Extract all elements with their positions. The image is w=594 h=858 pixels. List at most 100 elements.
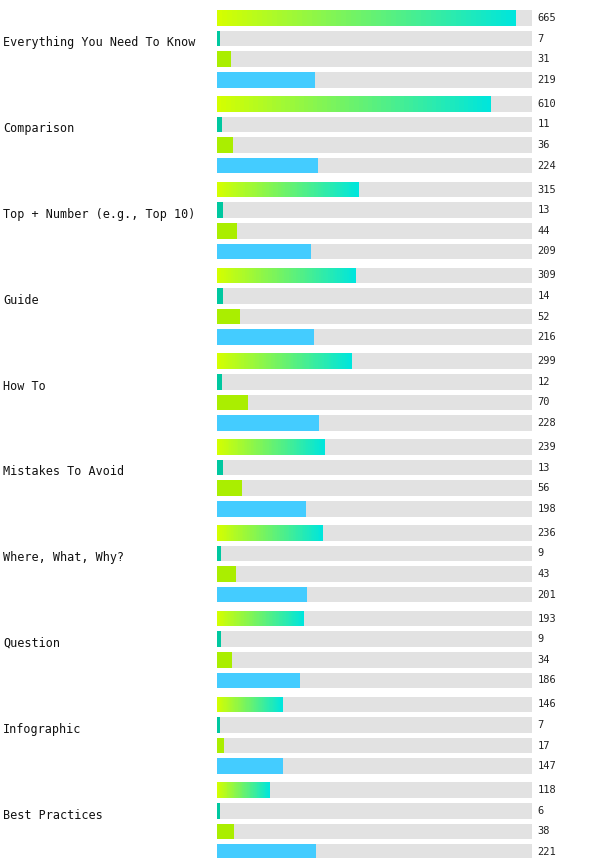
Bar	[220, 525, 222, 541]
Bar	[340, 353, 343, 369]
Bar	[217, 309, 240, 324]
Bar	[422, 96, 428, 112]
Text: 198: 198	[538, 504, 557, 514]
Bar	[248, 182, 250, 197]
Bar	[274, 697, 275, 712]
Text: 44: 44	[538, 226, 550, 236]
Bar	[411, 10, 416, 26]
Bar	[243, 697, 245, 712]
Bar	[254, 697, 255, 712]
Bar	[217, 117, 222, 132]
Bar	[466, 10, 471, 26]
Bar	[316, 525, 318, 541]
Text: 146: 146	[538, 699, 557, 710]
Bar	[277, 697, 279, 712]
Bar	[228, 697, 229, 712]
Bar	[308, 96, 313, 112]
Bar	[233, 182, 236, 197]
Bar	[217, 803, 532, 819]
Bar	[235, 268, 238, 283]
Bar	[300, 353, 302, 369]
Bar	[266, 525, 268, 541]
Bar	[222, 697, 224, 712]
Bar	[217, 96, 222, 112]
Bar	[287, 439, 289, 455]
Bar	[302, 182, 305, 197]
Bar	[262, 10, 267, 26]
Bar	[217, 631, 221, 647]
Bar	[271, 96, 277, 112]
Bar	[381, 10, 387, 26]
Bar	[228, 525, 229, 541]
Bar	[226, 96, 231, 112]
Bar	[223, 611, 225, 626]
Bar	[217, 10, 532, 26]
Bar	[236, 697, 238, 712]
Bar	[271, 353, 273, 369]
Bar	[235, 782, 236, 798]
Bar	[293, 353, 296, 369]
Bar	[257, 353, 260, 369]
Bar	[230, 96, 235, 112]
Bar	[254, 525, 256, 541]
Text: 201: 201	[538, 589, 557, 600]
Bar	[220, 697, 222, 712]
Bar	[323, 268, 326, 283]
Text: Comparison: Comparison	[3, 122, 74, 136]
Text: Guide: Guide	[3, 293, 39, 307]
Bar	[296, 10, 302, 26]
Bar	[340, 96, 345, 112]
Bar	[238, 697, 239, 712]
Bar	[217, 525, 219, 541]
Bar	[229, 782, 230, 798]
Bar	[217, 782, 218, 798]
Bar	[258, 697, 260, 712]
Bar	[251, 782, 252, 798]
Bar	[217, 525, 532, 541]
Bar	[335, 268, 337, 283]
Bar	[342, 353, 345, 369]
Bar	[286, 268, 289, 283]
Bar	[261, 525, 263, 541]
Text: 56: 56	[538, 483, 550, 493]
Bar	[456, 10, 462, 26]
Bar	[217, 824, 532, 839]
Bar	[342, 182, 345, 197]
Bar	[250, 611, 252, 626]
Bar	[248, 353, 251, 369]
Bar	[345, 353, 347, 369]
Bar	[257, 182, 260, 197]
Bar	[290, 96, 295, 112]
Bar	[406, 10, 412, 26]
Bar	[436, 10, 441, 26]
Bar	[307, 182, 309, 197]
Bar	[217, 501, 532, 517]
Bar	[231, 782, 232, 798]
Bar	[317, 96, 323, 112]
Bar	[232, 697, 233, 712]
Bar	[333, 182, 335, 197]
Bar	[217, 566, 236, 582]
Bar	[227, 611, 229, 626]
Bar	[267, 96, 272, 112]
Bar	[224, 182, 226, 197]
Bar	[270, 439, 273, 455]
Bar	[226, 353, 228, 369]
Bar	[257, 697, 259, 712]
Bar	[242, 10, 247, 26]
Bar	[224, 611, 226, 626]
Bar	[337, 268, 340, 283]
Bar	[318, 525, 320, 541]
Text: 239: 239	[538, 442, 557, 452]
Bar	[286, 353, 289, 369]
Bar	[319, 268, 321, 283]
Bar	[238, 268, 240, 283]
Bar	[331, 353, 334, 369]
Bar	[276, 439, 278, 455]
Bar	[264, 182, 267, 197]
Bar	[257, 611, 259, 626]
Bar	[349, 96, 354, 112]
Bar	[217, 223, 236, 239]
Bar	[217, 566, 532, 582]
Bar	[252, 439, 255, 455]
